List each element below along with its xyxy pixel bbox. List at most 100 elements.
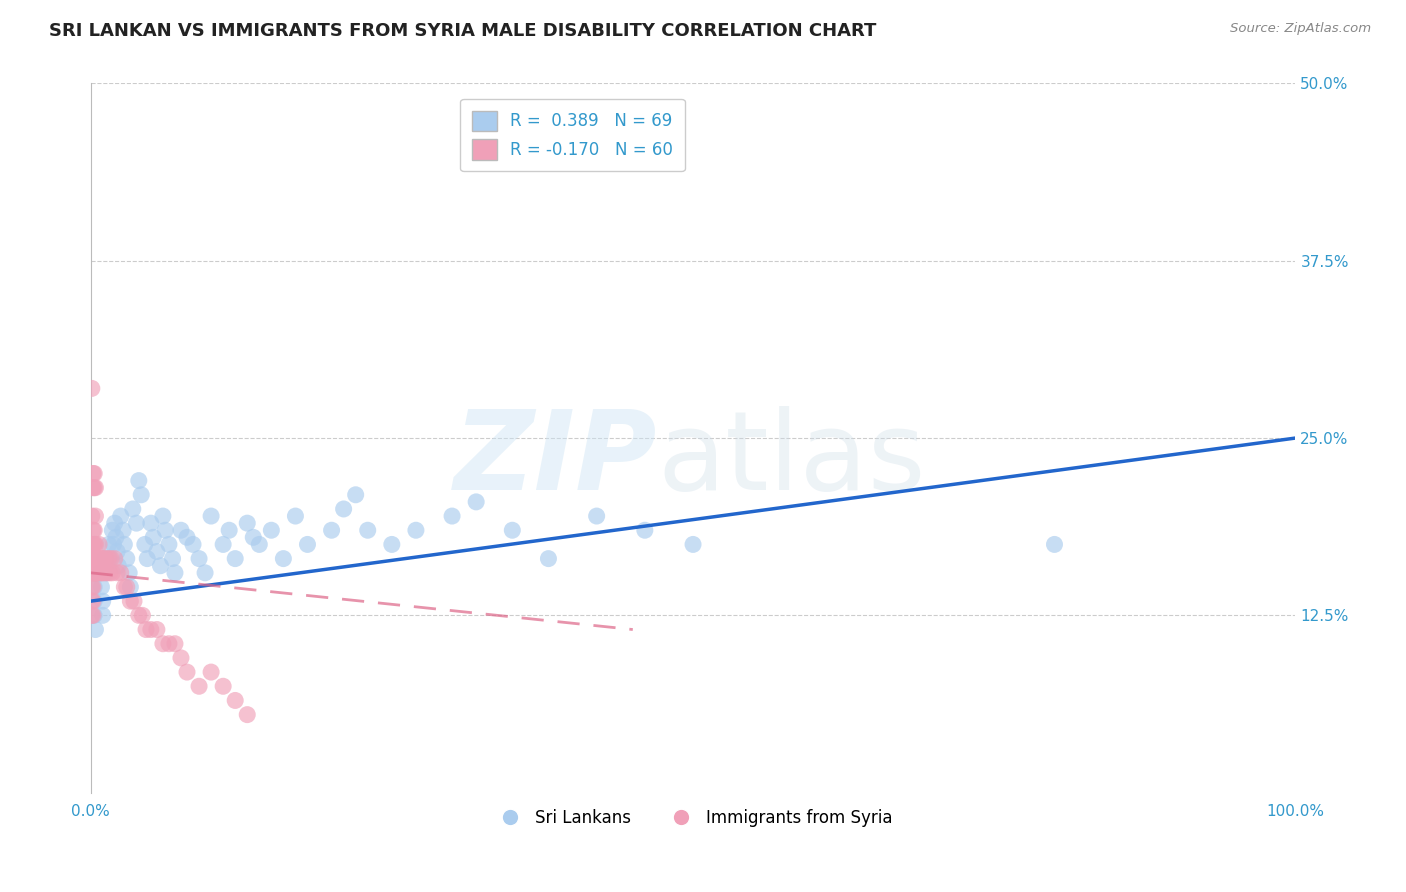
Point — [110, 509, 132, 524]
Point — [321, 523, 343, 537]
Point — [465, 495, 488, 509]
Point — [90, 551, 112, 566]
Point — [86, 551, 108, 566]
Point — [91, 608, 114, 623]
Point — [80, 551, 103, 566]
Point — [247, 537, 270, 551]
Point — [146, 544, 169, 558]
Point — [96, 551, 118, 566]
Point — [236, 516, 259, 530]
Point — [273, 551, 295, 566]
Point — [83, 481, 105, 495]
Point — [122, 594, 145, 608]
Point — [260, 523, 283, 537]
Point — [112, 537, 135, 551]
Point — [284, 509, 307, 524]
Point — [224, 693, 246, 707]
Point — [134, 537, 156, 551]
Point — [537, 551, 560, 566]
Point — [242, 530, 264, 544]
Point — [83, 537, 105, 551]
Point — [120, 580, 142, 594]
Point — [170, 651, 193, 665]
Point — [84, 481, 107, 495]
Text: ZIP: ZIP — [453, 406, 657, 513]
Point — [82, 467, 104, 481]
Point — [128, 608, 150, 623]
Point — [82, 523, 104, 537]
Point — [83, 467, 105, 481]
Point — [82, 580, 104, 594]
Point — [200, 509, 222, 524]
Point — [112, 523, 135, 537]
Text: atlas: atlas — [657, 406, 925, 513]
Point — [1043, 537, 1066, 551]
Point — [84, 566, 107, 580]
Point — [118, 566, 141, 580]
Point — [181, 537, 204, 551]
Point — [83, 523, 105, 537]
Point — [135, 623, 157, 637]
Point — [152, 637, 174, 651]
Point — [96, 566, 118, 580]
Point — [82, 566, 104, 580]
Point — [115, 580, 138, 594]
Point — [176, 665, 198, 679]
Point — [97, 551, 120, 566]
Point — [332, 502, 354, 516]
Point — [224, 551, 246, 566]
Point — [155, 523, 177, 537]
Point — [163, 637, 186, 651]
Point — [80, 608, 103, 623]
Legend: Sri Lankans, Immigrants from Syria: Sri Lankans, Immigrants from Syria — [486, 803, 900, 834]
Point — [176, 530, 198, 544]
Point — [87, 566, 110, 580]
Point — [212, 537, 235, 551]
Point — [194, 566, 217, 580]
Point — [91, 566, 114, 580]
Point — [200, 665, 222, 679]
Point — [104, 516, 127, 530]
Point — [128, 474, 150, 488]
Point — [98, 551, 121, 566]
Point — [103, 537, 125, 551]
Point — [89, 566, 111, 580]
Point — [188, 551, 211, 566]
Point — [634, 523, 657, 537]
Point — [104, 551, 127, 566]
Point — [94, 551, 117, 566]
Point — [83, 594, 105, 608]
Point — [86, 566, 108, 580]
Text: SRI LANKAN VS IMMIGRANTS FROM SYRIA MALE DISABILITY CORRELATION CHART: SRI LANKAN VS IMMIGRANTS FROM SYRIA MALE… — [49, 22, 876, 40]
Point — [89, 566, 111, 580]
Point — [129, 488, 152, 502]
Point — [441, 509, 464, 524]
Point — [139, 516, 162, 530]
Point — [80, 509, 103, 524]
Point — [112, 580, 135, 594]
Point — [136, 551, 159, 566]
Point — [101, 566, 124, 580]
Point — [212, 679, 235, 693]
Point — [87, 551, 110, 566]
Point — [96, 566, 118, 580]
Point — [115, 551, 138, 566]
Point — [101, 523, 124, 537]
Point — [125, 516, 148, 530]
Point — [146, 623, 169, 637]
Point — [163, 566, 186, 580]
Point — [91, 594, 114, 608]
Point — [585, 509, 607, 524]
Point — [121, 502, 143, 516]
Point — [120, 594, 142, 608]
Point — [87, 551, 110, 566]
Point — [90, 580, 112, 594]
Point — [83, 551, 105, 566]
Point — [162, 551, 184, 566]
Point — [82, 481, 104, 495]
Point — [105, 566, 128, 580]
Point — [218, 523, 240, 537]
Point — [149, 558, 172, 573]
Point — [82, 537, 104, 551]
Point — [170, 523, 193, 537]
